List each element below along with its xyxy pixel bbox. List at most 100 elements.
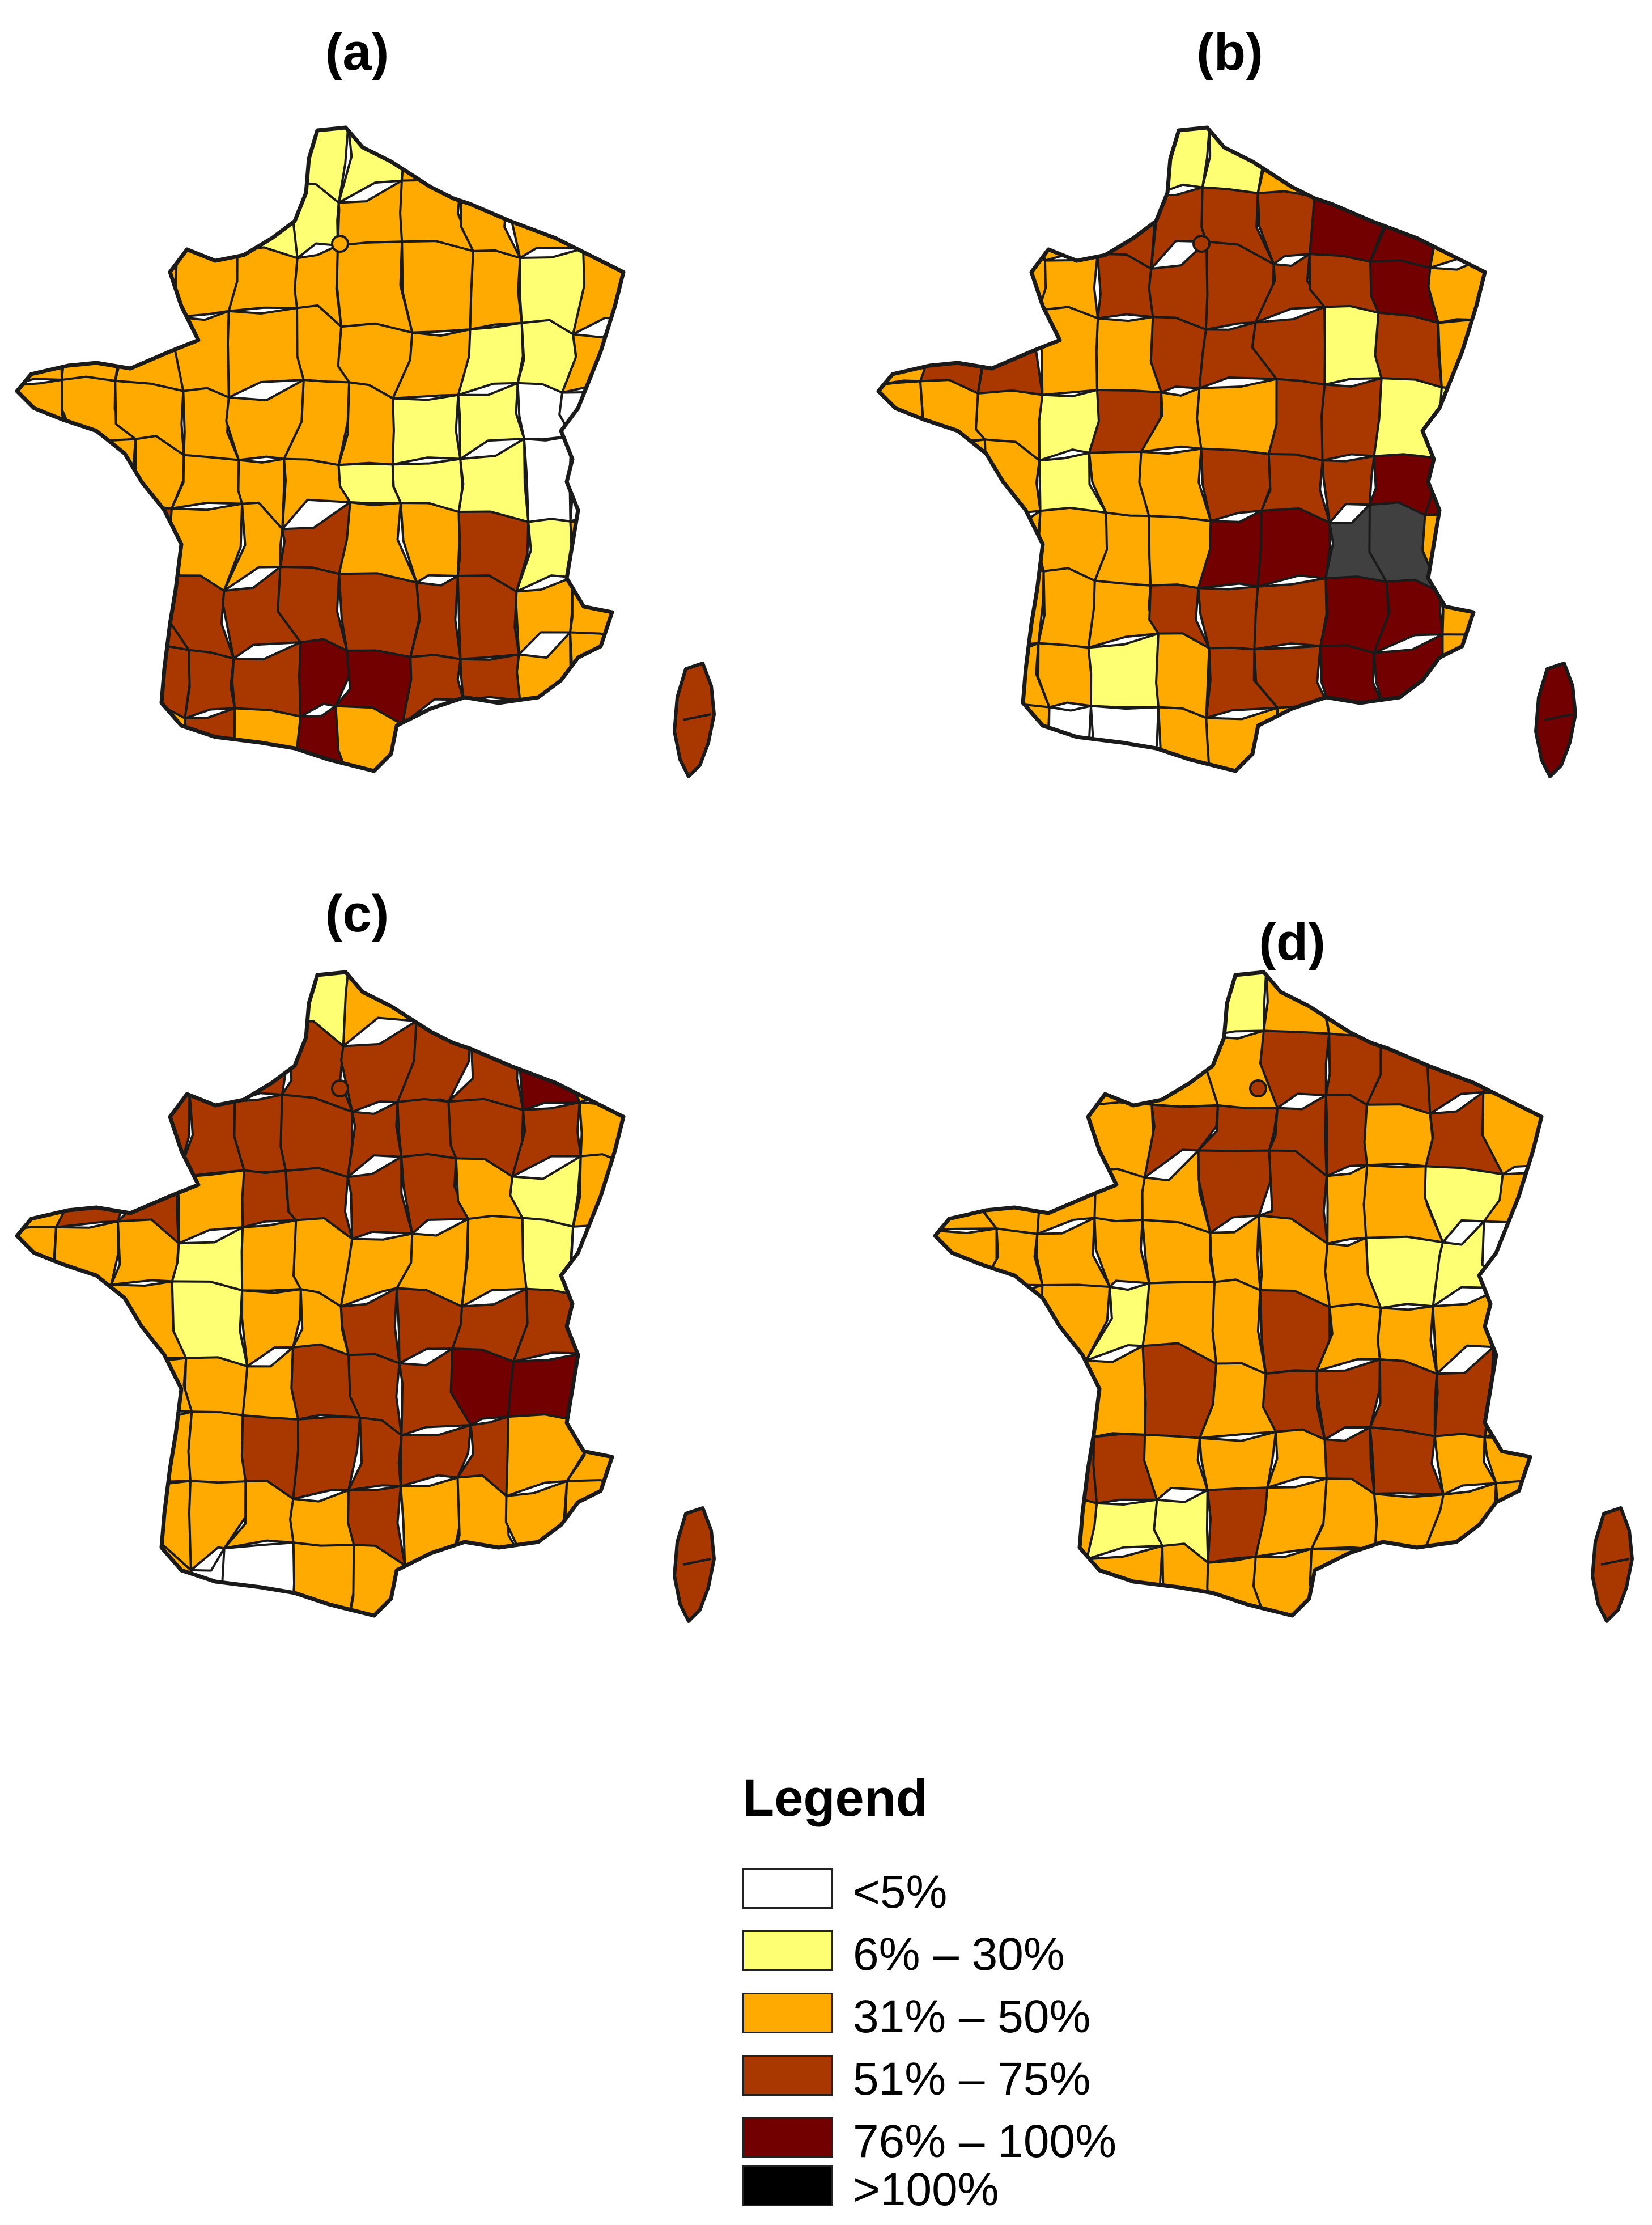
map-b	[876, 125, 1577, 778]
department-region	[1028, 1094, 1097, 1175]
department-region	[1377, 128, 1441, 187]
department-region	[17, 972, 70, 1043]
department-region	[240, 1219, 302, 1292]
department-region	[1492, 1287, 1541, 1363]
department-region	[515, 1554, 575, 1616]
department-region	[401, 240, 474, 334]
legend-swatch	[742, 1930, 833, 1971]
corsica-border	[682, 1558, 712, 1566]
department-region	[1093, 1167, 1146, 1224]
paris-region	[1192, 235, 1211, 253]
department-region	[459, 128, 521, 198]
department-region	[1482, 1029, 1541, 1101]
department-region	[1032, 175, 1106, 262]
legend-item: 6% – 30%	[742, 1929, 1241, 1980]
department-region	[1320, 710, 1387, 771]
department-region	[180, 1017, 236, 1103]
department-region	[17, 580, 63, 660]
department-region	[54, 185, 117, 268]
department-region	[504, 1480, 575, 1570]
department-region	[878, 443, 942, 517]
department-region	[114, 316, 185, 392]
department-region	[17, 1291, 69, 1362]
department-region	[1267, 378, 1327, 462]
department-region	[55, 643, 128, 713]
legend-label: 31% – 50%	[853, 1991, 1091, 2042]
department-region	[878, 708, 939, 771]
department-region	[53, 1220, 120, 1294]
department-region	[1027, 1019, 1110, 1107]
department-region	[1259, 1289, 1331, 1375]
department-region	[1369, 1358, 1438, 1440]
department-region	[878, 510, 927, 596]
department-region	[17, 1090, 77, 1166]
department-region	[515, 699, 574, 771]
department-region	[179, 707, 238, 771]
legend-title: Legend	[742, 1769, 928, 1827]
legend-item: 31% – 50%	[742, 1991, 1241, 2042]
department-region	[391, 393, 462, 466]
legend-swatch	[742, 2055, 833, 2096]
department-region	[57, 1040, 131, 1092]
department-region	[400, 1563, 462, 1616]
department-region	[985, 1349, 1052, 1436]
department-region	[1365, 1235, 1444, 1309]
department-region	[1037, 642, 1093, 709]
department-region	[1155, 632, 1211, 719]
department-region	[459, 653, 523, 702]
department-region	[935, 972, 989, 1041]
panel-label-b: (b)	[1196, 23, 1263, 81]
department-region	[112, 128, 192, 188]
department-region	[1320, 377, 1383, 462]
department-region	[179, 972, 237, 1051]
department-region	[120, 972, 183, 1042]
department-region	[567, 128, 623, 191]
department-region	[1374, 311, 1443, 389]
map-d	[933, 970, 1634, 1623]
department-region	[396, 1097, 457, 1161]
department-region	[55, 582, 129, 658]
department-region	[1199, 1430, 1277, 1493]
department-region	[1041, 1558, 1099, 1616]
department-region	[935, 1412, 989, 1492]
department-region	[1423, 1540, 1500, 1616]
paris-region	[1249, 1079, 1267, 1097]
legend-label: 51% – 75%	[853, 2053, 1091, 2105]
department-region	[1152, 972, 1212, 1041]
department-region	[1324, 1093, 1369, 1177]
department-region	[978, 438, 1042, 530]
department-region	[110, 506, 174, 585]
department-region	[984, 1551, 1051, 1616]
department-region	[513, 972, 574, 1045]
department-region	[878, 254, 933, 332]
department-region	[935, 1097, 979, 1173]
department-region	[54, 1088, 134, 1163]
legend-swatch	[742, 2117, 833, 2158]
department-region	[66, 1482, 138, 1555]
department-region	[563, 631, 623, 715]
legend-item: >100%	[742, 2164, 1241, 2215]
department-region	[60, 317, 122, 385]
department-region	[976, 1030, 1032, 1112]
department-region	[403, 972, 472, 1026]
department-region	[17, 317, 66, 387]
corsica-border	[682, 713, 712, 721]
department-region	[456, 574, 520, 660]
department-region	[1429, 710, 1485, 771]
department-region	[1489, 1540, 1541, 1616]
department-region	[184, 649, 236, 720]
department-region	[17, 512, 63, 595]
department-region	[1096, 128, 1156, 198]
department-region	[916, 510, 991, 596]
department-region	[66, 1349, 129, 1425]
department-region	[878, 189, 921, 258]
department-region	[1143, 1433, 1209, 1501]
department-region	[983, 128, 1045, 181]
legend: Legend <5% 6% – 30% 31% – 50% 51% – 75% …	[737, 1769, 1247, 2215]
department-region	[1037, 567, 1096, 649]
department-region	[1197, 585, 1259, 651]
department-region	[935, 1349, 989, 1427]
department-region	[569, 515, 623, 582]
department-region	[916, 176, 992, 257]
department-region	[60, 438, 137, 515]
